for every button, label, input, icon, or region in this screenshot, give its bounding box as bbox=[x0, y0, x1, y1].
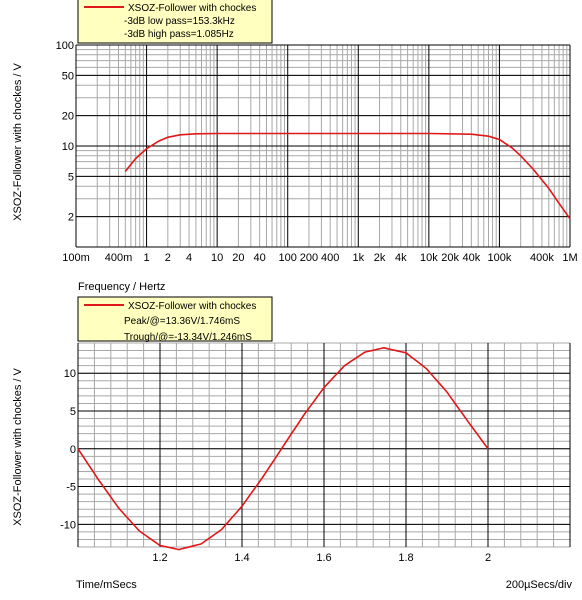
bottom-x-tick-label: 1.6 bbox=[316, 552, 331, 564]
top-x-tick-label: 4 bbox=[186, 252, 192, 264]
top-x-tick-label: 400k bbox=[530, 252, 554, 264]
frequency-response-chart: 100m 400m 1 2 4 10 20 40 100 200 400 1k 2k 4k 10k 20k 40… bbox=[12, 0, 578, 293]
top-x-tick-label: 40k bbox=[462, 252, 480, 264]
top-x-tick-label: 400m bbox=[105, 252, 133, 264]
bottom-y-tick-label: 5 bbox=[70, 406, 76, 418]
top-x-tick-label: 2 bbox=[165, 252, 171, 264]
bottom-x-tick-label: 1.2 bbox=[152, 552, 167, 564]
bottom-y-tick-label: 10 bbox=[64, 368, 76, 380]
time-domain-chart: 1.2 1.4 1.6 1.8 2 10 5 0 -5 -10 XSOZ-Follower wit… bbox=[12, 296, 573, 591]
top-x-tick-label: 100k bbox=[487, 252, 511, 264]
top-legend-line-1: -3dB low pass=153.3kHz bbox=[124, 16, 235, 27]
top-x-tick-label: 10k bbox=[420, 252, 438, 264]
top-chart-trace-group bbox=[124, 132, 571, 220]
bottom-legend-series-name: XSOZ-Follower with chockes bbox=[128, 301, 256, 312]
top-x-tick-label: 20 bbox=[232, 252, 244, 264]
top-chart-xlabel: Frequency / Hertz bbox=[78, 281, 165, 293]
bottom-chart-div-label: 200µSecs/div bbox=[506, 579, 573, 591]
top-y-tick-label: 2 bbox=[68, 212, 74, 224]
bottom-chart-grid bbox=[77, 342, 571, 548]
top-chart-grid bbox=[75, 44, 571, 248]
top-legend-line-2: -3dB high pass=1.085Hz bbox=[124, 29, 234, 40]
bottom-chart-tick-labels: 1.2 1.4 1.6 1.8 2 10 5 0 -5 -10 bbox=[60, 368, 491, 564]
top-x-tick-label: 1M bbox=[562, 252, 577, 264]
top-series-line bbox=[124, 132, 571, 220]
top-x-tick-label: 4k bbox=[395, 252, 407, 264]
bottom-x-tick-label: 1.8 bbox=[398, 552, 413, 564]
top-y-tick-label: 10 bbox=[62, 141, 74, 153]
top-x-tick-label: 20k bbox=[441, 252, 459, 264]
top-y-tick-label: 100 bbox=[56, 40, 74, 52]
bottom-y-tick-label: 0 bbox=[70, 444, 76, 456]
top-chart-tick-labels: 100m 400m 1 2 4 10 20 40 100 200 400 1k 2k 4k 10k 20k 40… bbox=[56, 40, 578, 264]
bottom-series-line bbox=[77, 346, 489, 551]
top-x-tick-label: 100m bbox=[62, 252, 90, 264]
top-y-tick-label: 50 bbox=[62, 70, 74, 82]
top-x-tick-label: 1k bbox=[352, 252, 364, 264]
top-legend-series-name: XSOZ-Follower with chockes bbox=[128, 3, 256, 14]
bottom-x-tick-label: 2 bbox=[485, 552, 491, 564]
bottom-y-tick-label: -5 bbox=[66, 482, 76, 494]
bottom-chart-trace-group bbox=[77, 346, 489, 551]
bottom-chart-xlabel: Time/mSecs bbox=[76, 579, 137, 591]
bottom-legend-line-2: Trough/@=-13.34V/1.246mS bbox=[124, 332, 252, 343]
bottom-chart-legend: XSOZ-Follower with chockes Peak/@=13.36V… bbox=[77, 296, 273, 343]
top-y-tick-label: 5 bbox=[68, 171, 74, 183]
top-x-tick-label: 200 bbox=[300, 252, 318, 264]
bottom-legend-line-1: Peak/@=13.36V/1.746mS bbox=[124, 316, 240, 327]
top-x-tick-label: 2k bbox=[374, 252, 386, 264]
top-x-tick-label: 400 bbox=[321, 252, 339, 264]
bottom-x-tick-label: 1.4 bbox=[234, 552, 249, 564]
top-y-tick-label: 20 bbox=[62, 111, 74, 123]
bottom-chart-ylabel: XSOZ-Follower with chockes / V bbox=[12, 367, 24, 525]
top-x-tick-label: 10 bbox=[211, 252, 223, 264]
top-chart-ylabel: XSOZ-Follower with chockes / V bbox=[12, 62, 24, 220]
top-x-tick-label: 40 bbox=[254, 252, 266, 264]
top-chart-legend: XSOZ-Follower with chockes -3dB low pass… bbox=[77, 0, 273, 44]
top-x-tick-label: 100 bbox=[279, 252, 297, 264]
bottom-y-tick-label: -10 bbox=[60, 519, 76, 531]
top-x-tick-label: 1 bbox=[144, 252, 150, 264]
